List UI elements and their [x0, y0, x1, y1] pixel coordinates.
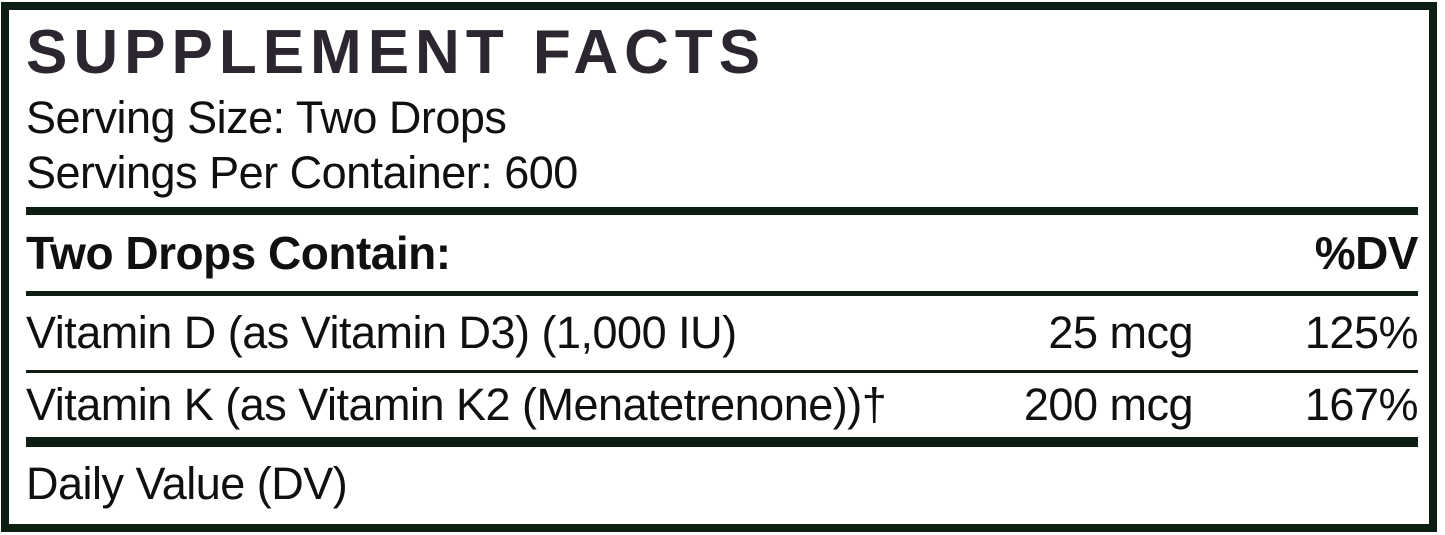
supplement-facts-title: SUPPLEMENT FACTS	[26, 18, 767, 87]
divider-header-bottom	[26, 291, 1418, 297]
nutrient-amount: 200 mcg	[1023, 379, 1194, 431]
panel-content: SUPPLEMENT FACTS Serving Size: Two Drops…	[9, 10, 1429, 524]
table-row-vitamin-d: Vitamin D (as Vitamin D3) (1,000 IU) 25 …	[26, 296, 1419, 370]
servings-per-container-line: Servings Per Container: 600	[26, 147, 578, 199]
percent-dv-label: %DV	[1314, 227, 1419, 280]
table-row-vitamin-k: Vitamin K (as Vitamin K2 (Menatetrenone)…	[26, 373, 1419, 437]
daily-value-footnote: Daily Value (DV)	[26, 458, 348, 510]
divider-row	[26, 370, 1418, 374]
divider-header-top	[26, 207, 1418, 216]
serving-info: Serving Size: Two Drops Servings Per Con…	[26, 90, 1418, 200]
divider-table-bottom	[26, 437, 1418, 448]
nutrient-dv: 125%	[1304, 307, 1419, 359]
contains-label: Two Drops Contain:	[26, 227, 451, 280]
serving-size-line: Serving Size: Two Drops	[26, 92, 507, 144]
table-header-row: Two Drops Contain: %DV	[26, 215, 1419, 291]
nutrient-name: Vitamin D (as Vitamin D3) (1,000 IU)	[26, 307, 737, 359]
nutrient-name: Vitamin K (as Vitamin K2 (Menatetrenone)…	[26, 379, 887, 431]
nutrient-amount: 25 mcg	[1048, 307, 1193, 359]
nutrient-dv: 167%	[1304, 379, 1419, 431]
